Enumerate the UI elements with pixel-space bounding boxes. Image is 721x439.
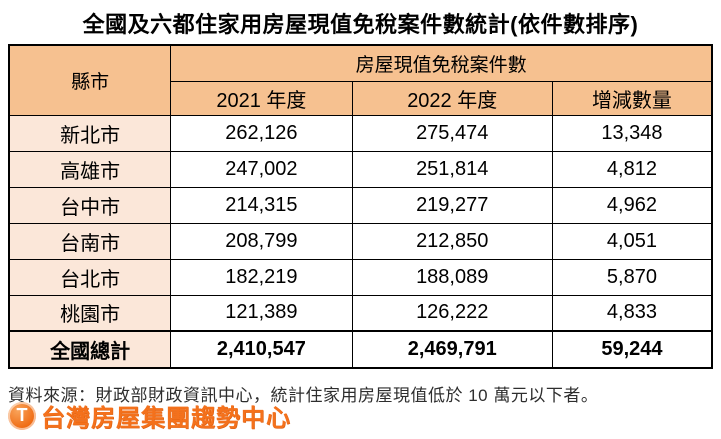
table-row: 台南市 208,799 212,850 4,051 (8, 222, 713, 260)
city-name: 桃園市 (8, 294, 172, 332)
city-name: 台南市 (8, 222, 172, 260)
total-diff: 59,244 (551, 330, 713, 369)
value-2021: 262,126 (170, 114, 353, 152)
value-diff: 4,833 (551, 294, 713, 332)
logo-text: 台灣房屋集團趨勢中心 (41, 405, 291, 432)
table-row: 台北市 182,219 188,089 5,870 (8, 258, 713, 296)
value-diff: 13,348 (551, 114, 713, 152)
value-2021: 247,002 (170, 150, 353, 188)
table-row: 新北市 262,126 275,474 13,348 (8, 114, 713, 152)
total-label: 全國總計 (8, 330, 172, 369)
value-2021: 214,315 (170, 186, 353, 224)
value-2021: 208,799 (170, 222, 353, 260)
value-diff: 4,812 (551, 150, 713, 188)
value-diff: 5,870 (551, 258, 713, 296)
total-row: 全國總計 2,410,547 2,469,791 59,244 (8, 330, 713, 369)
data-source-note: 資料來源：財政部財政資訊中心，統計住家用房屋現值低於 10 萬元以下者。 (8, 386, 599, 405)
value-2021: 121,389 (170, 294, 353, 332)
value-2022: 126,222 (351, 294, 553, 332)
value-2021: 182,219 (170, 258, 353, 296)
value-2022: 188,089 (351, 258, 553, 296)
total-2022: 2,469,791 (351, 330, 553, 369)
value-2022: 275,474 (351, 114, 553, 152)
header-2022: 2022 年度 (351, 80, 553, 116)
table-row: 台中市 214,315 219,277 4,962 (8, 186, 713, 224)
city-name: 台中市 (8, 186, 172, 224)
page-title: 全國及六都住家用房屋現值免稅案件數統計(依件數排序) (82, 12, 639, 37)
table-header-group-row: 縣市 房屋現值免稅案件數 (8, 44, 713, 116)
taiwan-housing-logo: T 台灣房屋集團趨勢中心 (8, 398, 291, 433)
header-group-label: 房屋現值免稅案件數 (170, 44, 713, 82)
header-diff: 增減數量 (551, 80, 713, 116)
value-diff: 4,051 (551, 222, 713, 260)
table-row: 桃園市 121,389 126,222 4,833 (8, 294, 713, 332)
value-2022: 219,277 (351, 186, 553, 224)
header-county-city: 縣市 (8, 44, 172, 116)
city-name: 台北市 (8, 258, 172, 296)
table-header-cols-row: 2021 年度 2022 年度 增減數量 (9, 80, 713, 116)
logo-circle-icon: T (8, 401, 36, 430)
table-row: 高雄市 247,002 251,814 4,812 (8, 150, 713, 188)
value-diff: 4,962 (551, 186, 713, 224)
value-2022: 251,814 (351, 150, 553, 188)
header-2021: 2021 年度 (170, 80, 353, 116)
city-name: 高雄市 (8, 150, 172, 188)
city-name: 新北市 (8, 114, 172, 152)
total-2021: 2,410,547 (170, 330, 353, 369)
value-2022: 212,850 (351, 222, 553, 260)
tax-exemption-table: 縣市 房屋現值免稅案件數 2021 年度 2022 年度 增減數量 新北市 26… (8, 44, 713, 369)
